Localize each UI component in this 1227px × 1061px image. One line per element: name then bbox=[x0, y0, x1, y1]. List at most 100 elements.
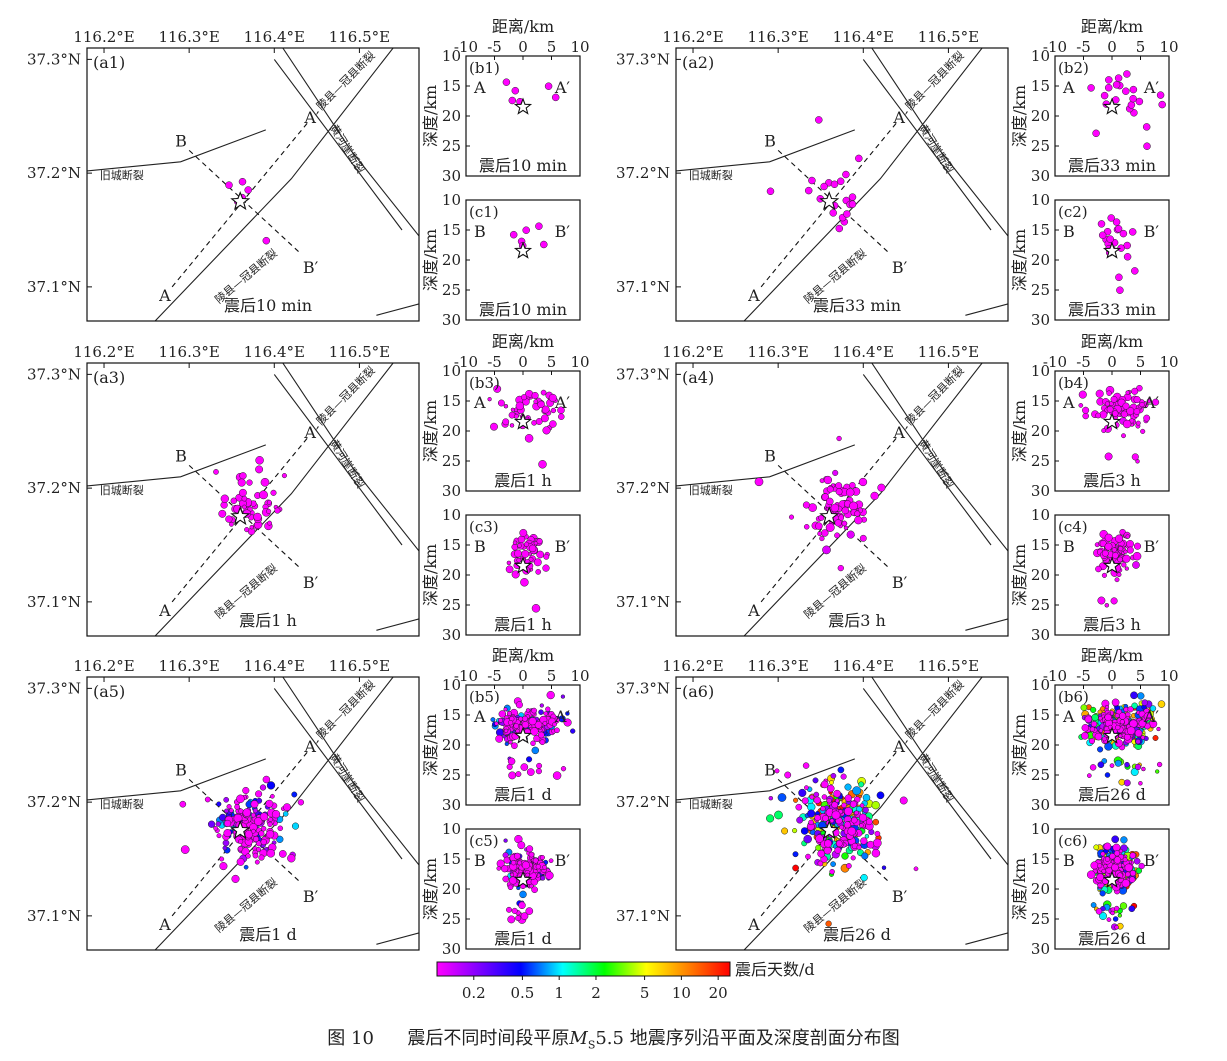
profile-event-point bbox=[1104, 83, 1113, 92]
lat-tick-label: 37.3°N bbox=[616, 679, 670, 697]
fault-line bbox=[862, 688, 992, 860]
profile-aa-3: 10 15 20 25 30 深度/km -10 -5 0 5 10 距离/km (b3)A A′ 震后1 … bbox=[421, 332, 590, 500]
profile-event-point bbox=[526, 768, 535, 776]
profile-event-point bbox=[1104, 533, 1113, 542]
profile-event-point bbox=[1117, 556, 1123, 563]
profile-event-point bbox=[1101, 428, 1107, 434]
fault-line bbox=[871, 677, 1008, 866]
profile-event-point bbox=[1095, 908, 1103, 915]
mainshock-star bbox=[230, 191, 251, 211]
profile-event-point bbox=[1123, 733, 1131, 741]
profile-event-point bbox=[1156, 761, 1163, 768]
profile-event-point bbox=[497, 399, 505, 407]
profile-start-label: A bbox=[1062, 393, 1075, 412]
event-point bbox=[913, 866, 919, 872]
depth-tick-label: 25 bbox=[1031, 910, 1050, 928]
profile-event-point bbox=[1106, 235, 1114, 243]
profile-panel-tag: (b6) bbox=[1058, 688, 1089, 706]
profile-event-point bbox=[538, 709, 544, 715]
event-point bbox=[230, 497, 238, 505]
profile-event-point bbox=[528, 544, 537, 553]
profile-event-point bbox=[513, 413, 519, 419]
caption-prefix: 图 10 bbox=[327, 1028, 374, 1049]
profile-event-point bbox=[1152, 735, 1159, 741]
event-point bbox=[826, 497, 834, 506]
event-point bbox=[250, 800, 259, 809]
event-point bbox=[809, 794, 815, 800]
profile-time-label: 震后26 d bbox=[1078, 929, 1146, 948]
profile-event-point bbox=[552, 771, 562, 780]
event-point bbox=[817, 860, 824, 867]
event-point bbox=[226, 804, 232, 810]
profile-event-point bbox=[1156, 91, 1165, 99]
profile-event-point bbox=[1141, 699, 1149, 706]
event-point bbox=[254, 859, 260, 865]
depth-tick-label: 25 bbox=[1031, 452, 1050, 470]
profile-event-point bbox=[1114, 739, 1123, 748]
profile-event-point bbox=[526, 756, 533, 763]
profile-event-point bbox=[511, 86, 520, 95]
event-point bbox=[861, 852, 869, 860]
profile-time-label: 震后1 h bbox=[494, 471, 552, 490]
event-point bbox=[777, 793, 787, 802]
distance-tick-label: 10 bbox=[570, 353, 589, 371]
mainshock-star-profile bbox=[513, 726, 533, 744]
event-point bbox=[792, 851, 799, 858]
profile-event-point bbox=[1107, 214, 1115, 222]
event-point bbox=[236, 857, 245, 866]
colorbar-gradient bbox=[436, 961, 731, 977]
lon-tick-label: 116.3°E bbox=[747, 343, 808, 361]
profile-panel-tag: (b1) bbox=[469, 59, 500, 77]
profile-event-point bbox=[506, 906, 512, 913]
event-point bbox=[260, 838, 267, 846]
profile-event-point bbox=[1137, 692, 1145, 700]
fault-line bbox=[376, 303, 419, 316]
profile-label-b: B bbox=[764, 131, 776, 150]
event-point bbox=[817, 849, 826, 858]
lon-tick-label: 116.3°E bbox=[158, 343, 219, 361]
fault-line bbox=[743, 677, 983, 950]
event-point bbox=[784, 771, 792, 779]
profile-event-point bbox=[1096, 873, 1105, 882]
profile-label-a-prime: A′ bbox=[303, 423, 320, 442]
event-point bbox=[846, 530, 855, 539]
distance-tick-label: 0 bbox=[1107, 38, 1117, 56]
depth-axis-label: 深度/km bbox=[1010, 229, 1029, 291]
profile-event-point bbox=[528, 717, 537, 726]
profile-event-point bbox=[1118, 712, 1127, 720]
lat-tick-label: 37.2°N bbox=[616, 793, 670, 811]
profile-event-point bbox=[537, 400, 545, 409]
event-point bbox=[844, 783, 852, 791]
profile-event-point bbox=[511, 907, 518, 914]
profile-event-point bbox=[1129, 85, 1138, 94]
depth-tick-label: 10 bbox=[1031, 506, 1050, 524]
event-point bbox=[829, 868, 835, 875]
event-point bbox=[204, 796, 211, 803]
depth-tick-label: 20 bbox=[442, 107, 461, 125]
event-point bbox=[862, 793, 871, 802]
event-point bbox=[871, 848, 881, 858]
profile-event-point bbox=[517, 860, 523, 866]
fault-line bbox=[862, 374, 992, 546]
depth-tick-label: 20 bbox=[1031, 422, 1050, 440]
fault-line bbox=[154, 677, 394, 950]
event-point bbox=[219, 862, 228, 871]
event-point bbox=[231, 874, 240, 883]
depth-tick-label: 15 bbox=[442, 77, 461, 95]
depth-tick-label: 25 bbox=[442, 452, 461, 470]
event-point bbox=[234, 804, 240, 810]
event-point bbox=[239, 472, 247, 480]
profile-event-point bbox=[523, 541, 530, 547]
fault-line bbox=[273, 688, 403, 860]
fault-line bbox=[376, 932, 419, 945]
distance-tick-label: 5 bbox=[547, 667, 557, 685]
profile-event-point bbox=[1098, 231, 1107, 239]
lon-tick-label: 116.4°E bbox=[833, 657, 894, 675]
event-point bbox=[856, 844, 862, 850]
distance-tick-label: 10 bbox=[570, 667, 589, 685]
lat-tick-label: 37.3°N bbox=[616, 365, 670, 383]
profile-event-point bbox=[530, 740, 536, 747]
event-point bbox=[224, 808, 229, 814]
fault-line bbox=[87, 129, 266, 172]
profile-event-point bbox=[557, 406, 565, 414]
